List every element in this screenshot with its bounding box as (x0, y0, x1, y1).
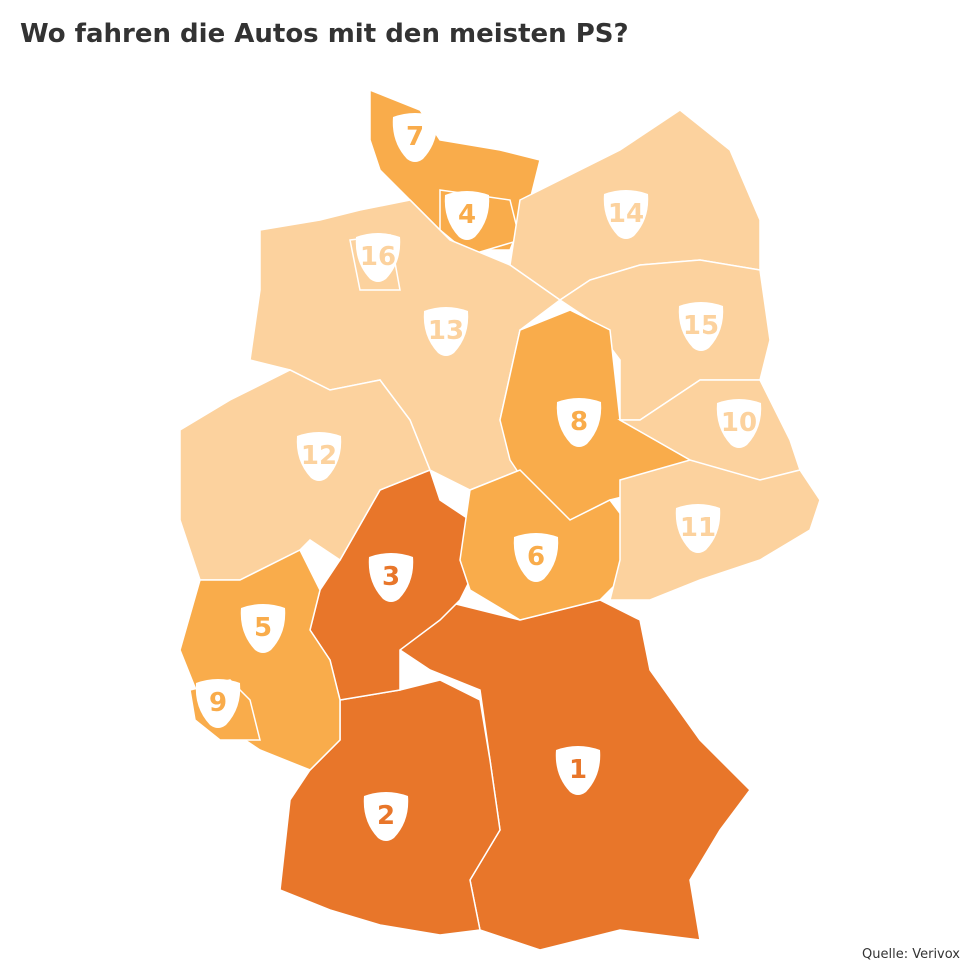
rank-marker (556, 398, 602, 447)
rank-marker (195, 679, 241, 728)
rank-label: 14 (608, 199, 644, 229)
rank-marker (355, 233, 401, 282)
rank-label: 16 (360, 242, 396, 272)
rank-marker (675, 504, 721, 553)
rank-label: 12 (301, 441, 337, 471)
source: Quelle: Verivox (862, 947, 960, 962)
rank-label: 7 (406, 122, 424, 152)
rank-marker (392, 113, 438, 162)
rank-marker (513, 533, 559, 582)
rank-marker (444, 191, 490, 240)
rank-marker (603, 190, 649, 239)
rank-label: 13 (428, 316, 464, 346)
rank-label: 15 (683, 311, 719, 341)
rank-label: 2 (377, 801, 395, 831)
rank-label: 3 (382, 562, 400, 592)
rank-label: 11 (680, 513, 716, 543)
rank-label: 6 (527, 542, 545, 572)
rank-label: 8 (570, 407, 588, 437)
rank-marker (363, 792, 409, 841)
regions (179, 88, 821, 951)
rank-marker (240, 604, 286, 653)
rank-marker (296, 432, 342, 481)
rank-label: 9 (209, 688, 227, 718)
rank-label: 10 (721, 408, 757, 438)
rank-label: 5 (254, 613, 272, 643)
rank-marker (716, 399, 762, 448)
rank-label: 4 (458, 200, 476, 230)
rank-marker (555, 746, 601, 795)
title: Wo fahren die Autos mit den meisten PS? (20, 19, 629, 49)
rank-marker (423, 307, 469, 356)
rank-marker (368, 553, 414, 602)
rank-marker (678, 302, 724, 351)
rank-label: 1 (569, 755, 587, 785)
